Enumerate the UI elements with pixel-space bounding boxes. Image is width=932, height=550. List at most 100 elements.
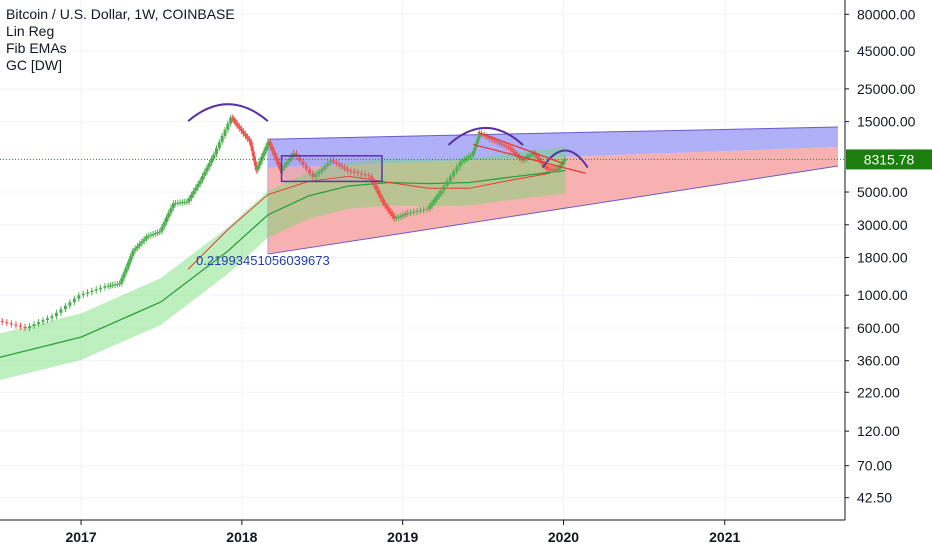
candle-body <box>289 155 293 159</box>
candle-body <box>212 154 216 159</box>
candle-body <box>63 305 67 310</box>
candle-body <box>422 209 426 211</box>
candle-body <box>442 185 446 191</box>
candle-body <box>493 140 497 142</box>
x-tick-label: 2018 <box>226 529 257 545</box>
candle-body <box>432 199 436 203</box>
candle-body <box>171 203 175 208</box>
candle-body <box>529 154 533 156</box>
candle-body <box>103 286 107 288</box>
candle-body <box>196 183 200 188</box>
legend-indicator-fib-emas[interactable]: Fib EMAs <box>6 40 67 56</box>
candle-body <box>18 325 22 327</box>
candle-body <box>317 171 321 175</box>
candle-body <box>418 210 422 212</box>
fib-ema-line <box>0 169 566 358</box>
candle-body <box>323 165 327 169</box>
candle-body <box>260 155 264 161</box>
candle-body <box>522 159 526 161</box>
candle-body <box>458 161 462 167</box>
candle-body <box>274 155 278 161</box>
candle-body <box>370 176 374 181</box>
candle-body <box>138 243 142 247</box>
candle-body <box>470 154 474 156</box>
candle-body <box>360 173 364 175</box>
y-tick-label: 42.50 <box>857 490 892 506</box>
candle-body <box>5 322 9 324</box>
candle-body <box>124 267 128 273</box>
arc-annotation <box>447 126 524 146</box>
candle-body <box>248 138 252 142</box>
candle-body <box>406 213 410 215</box>
y-tick-label: 45000.00 <box>857 43 916 59</box>
candle-body <box>160 226 164 232</box>
y-tick-label: 15000.00 <box>857 114 916 130</box>
candle-body <box>176 202 180 204</box>
candle-body <box>253 160 257 166</box>
y-tick-label: 360.00 <box>857 353 900 369</box>
candle-body <box>314 174 318 178</box>
candle-body <box>45 318 49 321</box>
candle-body <box>520 158 524 161</box>
candle-body <box>387 208 391 211</box>
candle-body <box>162 222 166 227</box>
candle-body <box>99 287 103 290</box>
candle-body <box>187 198 191 202</box>
candle-body <box>557 167 561 170</box>
candle-body <box>285 161 289 165</box>
regression-upper-line <box>267 126 838 140</box>
candle-body <box>108 285 112 287</box>
candle-body <box>94 289 98 291</box>
candle-body <box>129 256 133 262</box>
candle-body <box>164 217 168 223</box>
candle-body <box>131 250 135 257</box>
candle-body <box>113 284 117 286</box>
legend-indicator-gc[interactable]: GC [DW] <box>6 57 62 73</box>
regression-lower-band <box>267 146 838 255</box>
candle-body <box>356 172 360 174</box>
y-tick-label: 3000.00 <box>857 217 908 233</box>
candle-body <box>389 210 393 214</box>
y-tick-label: 600.00 <box>857 320 900 336</box>
candle-body <box>562 161 566 163</box>
candle-body <box>153 233 157 235</box>
candle-body <box>555 169 559 171</box>
candle-body <box>500 143 504 145</box>
candle-body <box>399 215 403 217</box>
candle-body <box>390 213 394 217</box>
candle-body <box>294 152 298 157</box>
candle-body <box>194 187 198 192</box>
candle-body <box>326 163 330 166</box>
candle-body <box>332 160 336 163</box>
candle-body <box>246 136 250 139</box>
regression-lower-line <box>267 165 839 255</box>
x-tick-label: 2020 <box>548 529 579 545</box>
candle-body <box>379 194 383 199</box>
candle-body <box>106 285 110 287</box>
candle-body <box>507 146 511 148</box>
candle-body <box>301 161 305 166</box>
candle-body <box>9 323 13 325</box>
candle-body <box>50 316 54 319</box>
candle-body <box>122 272 126 279</box>
candle-body <box>231 117 235 119</box>
candle-body <box>468 155 472 157</box>
candle-body <box>226 123 230 130</box>
candle-body <box>183 201 187 203</box>
candle-body <box>311 173 315 178</box>
candle-body <box>0 320 4 323</box>
candle-body <box>392 216 396 219</box>
candle-body <box>167 212 171 218</box>
candle-body <box>437 193 441 197</box>
candle-body <box>28 326 32 328</box>
candle-body <box>268 141 272 147</box>
candle-body <box>448 176 452 182</box>
legend-indicator-lin-reg[interactable]: Lin Reg <box>6 23 55 39</box>
candle-body <box>32 324 36 327</box>
candle-body <box>192 191 196 195</box>
candle-body <box>207 163 211 168</box>
candle-body <box>476 136 480 141</box>
candle-body <box>308 169 312 174</box>
